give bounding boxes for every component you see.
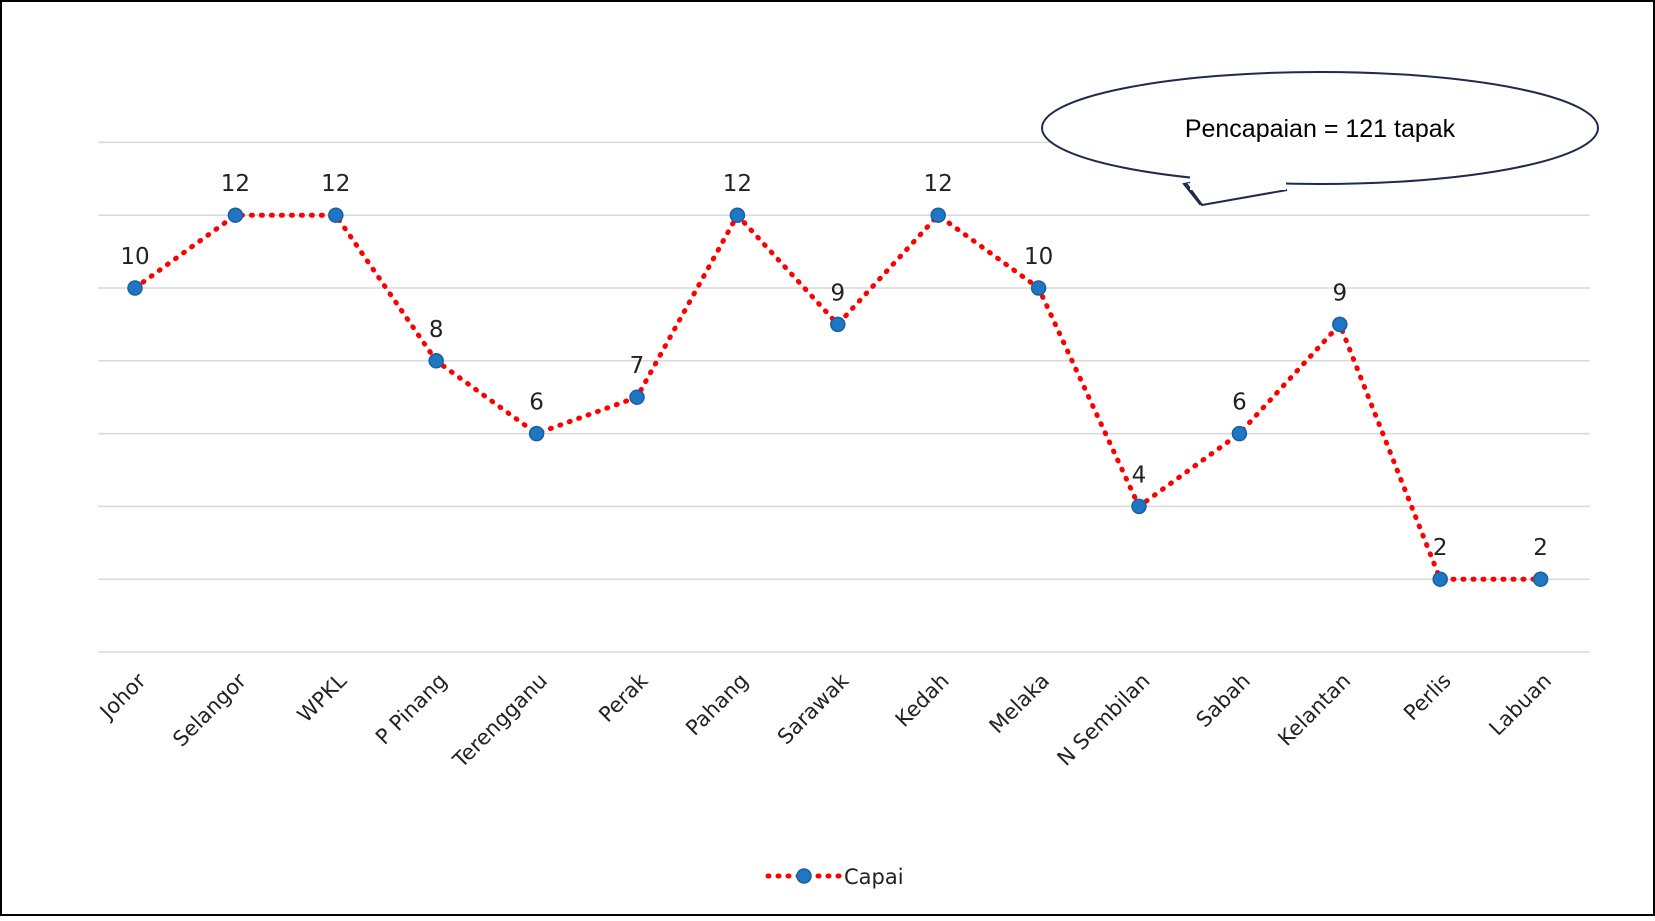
data-label: 9 [1332, 280, 1347, 306]
callout-ellipse [1041, 71, 1599, 185]
data-point-marker [1432, 571, 1448, 587]
legend: Capai [765, 865, 904, 889]
data-label: 9 [830, 280, 845, 306]
data-label: 4 [1132, 462, 1147, 488]
data-point-marker [629, 389, 645, 405]
gridlines [98, 141, 1590, 653]
legend-marker-icon [796, 868, 812, 884]
data-label: 12 [221, 171, 250, 197]
callout-text: Pencapaian = 121 tapak [1185, 115, 1456, 143]
series-capai [127, 207, 1549, 587]
data-point-marker [428, 353, 444, 369]
data-label: 10 [1024, 244, 1053, 270]
callout-annotation: Pencapaian = 121 tapak [1041, 71, 1599, 207]
data-label: 12 [924, 171, 953, 197]
data-point-marker [528, 425, 545, 442]
data-label: 12 [723, 171, 752, 197]
data-point-marker [1231, 425, 1248, 442]
data-point-marker [1030, 280, 1047, 296]
legend-label-capai: Capai [844, 865, 904, 889]
data-point-marker [1332, 316, 1348, 333]
data-point-marker [1532, 571, 1549, 587]
data-point-marker [930, 207, 946, 223]
data-point-marker [830, 316, 846, 333]
data-point-marker [1131, 498, 1147, 515]
data-point-marker [127, 280, 143, 296]
data-labels: 10 12 12 8 6 7 12 9 12 10 4 6 9 2 2 [120, 171, 1548, 561]
data-point-marker [729, 207, 746, 223]
data-label: 6 [529, 390, 544, 416]
data-label: 8 [429, 317, 444, 343]
data-label: 12 [321, 171, 350, 197]
data-label: 2 [1533, 535, 1548, 561]
data-point-marker [328, 207, 344, 223]
data-label: 10 [120, 244, 149, 270]
data-label: 2 [1433, 535, 1448, 561]
data-label: 6 [1232, 390, 1247, 416]
data-label: 7 [630, 353, 645, 379]
data-point-marker [227, 207, 244, 223]
